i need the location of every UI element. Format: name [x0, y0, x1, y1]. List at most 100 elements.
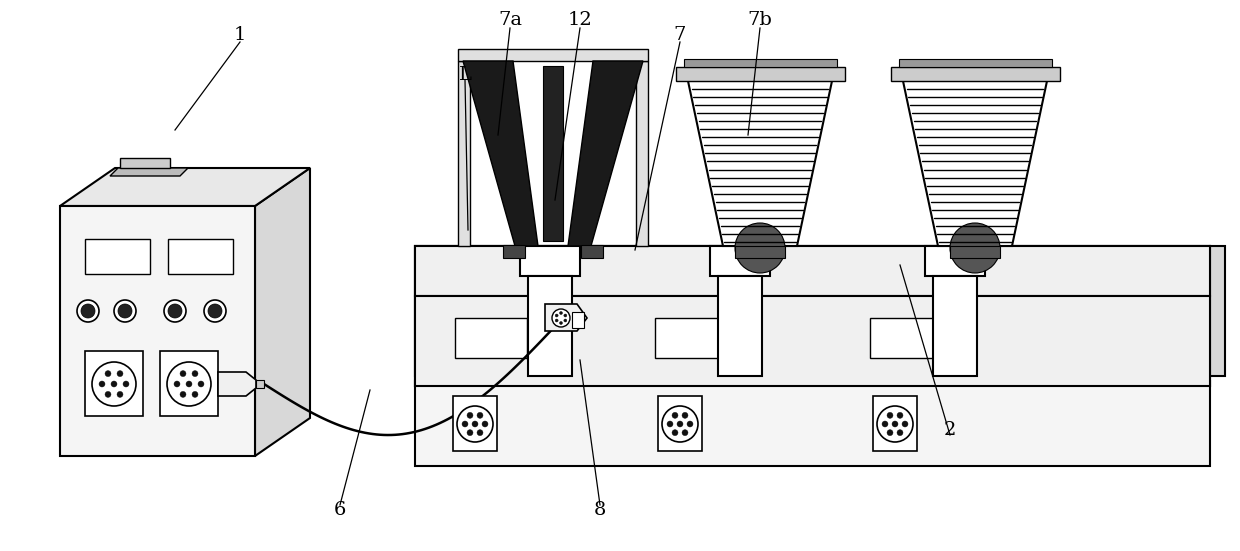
Bar — [572, 312, 584, 328]
Bar — [453, 396, 497, 451]
Circle shape — [192, 391, 198, 397]
Bar — [86, 239, 150, 274]
Circle shape — [735, 223, 785, 273]
Text: 7: 7 — [673, 26, 686, 44]
Circle shape — [887, 412, 893, 418]
Circle shape — [564, 314, 567, 317]
Circle shape — [105, 391, 112, 397]
Circle shape — [687, 421, 693, 427]
Circle shape — [950, 223, 999, 273]
Polygon shape — [255, 168, 310, 456]
Text: L: L — [459, 66, 471, 84]
Bar — [636, 61, 649, 246]
Circle shape — [897, 412, 903, 418]
Bar — [892, 67, 1060, 81]
Circle shape — [662, 406, 698, 442]
Circle shape — [167, 362, 211, 406]
Polygon shape — [218, 372, 255, 396]
Circle shape — [118, 304, 131, 318]
Circle shape — [105, 371, 112, 376]
Circle shape — [198, 381, 205, 387]
Polygon shape — [1210, 246, 1225, 376]
Bar — [932, 276, 977, 376]
Circle shape — [556, 319, 558, 322]
Polygon shape — [120, 158, 170, 168]
Bar — [582, 245, 603, 258]
Circle shape — [81, 304, 95, 318]
Circle shape — [482, 421, 489, 427]
Circle shape — [117, 371, 123, 376]
Text: 7a: 7a — [498, 11, 522, 29]
Bar — [458, 61, 470, 246]
Bar — [655, 318, 727, 358]
Circle shape — [99, 381, 105, 387]
Circle shape — [180, 391, 186, 397]
Circle shape — [672, 430, 678, 436]
Bar — [528, 276, 572, 376]
Polygon shape — [546, 304, 587, 331]
Polygon shape — [110, 168, 188, 176]
Circle shape — [887, 430, 893, 436]
Text: 12: 12 — [568, 11, 593, 29]
Circle shape — [892, 421, 898, 427]
Circle shape — [682, 412, 688, 418]
Bar — [950, 246, 999, 258]
Circle shape — [208, 304, 222, 318]
Circle shape — [192, 371, 198, 376]
Bar — [870, 318, 942, 358]
Bar — [60, 206, 255, 456]
Circle shape — [667, 421, 673, 427]
Bar — [873, 396, 918, 451]
Circle shape — [564, 319, 567, 322]
Circle shape — [114, 300, 136, 322]
Circle shape — [677, 421, 683, 427]
Bar — [658, 396, 702, 451]
Bar — [415, 381, 1210, 466]
Circle shape — [552, 309, 570, 327]
Text: 7b: 7b — [748, 11, 773, 29]
Circle shape — [897, 430, 903, 436]
Bar — [925, 246, 985, 276]
Bar — [86, 351, 143, 416]
Circle shape — [472, 421, 477, 427]
Circle shape — [167, 304, 182, 318]
Bar — [415, 246, 1210, 386]
Circle shape — [901, 421, 908, 427]
Circle shape — [467, 430, 472, 436]
Circle shape — [186, 381, 192, 387]
Polygon shape — [903, 81, 1047, 246]
Text: 6: 6 — [334, 501, 346, 519]
Circle shape — [882, 421, 888, 427]
Bar — [718, 276, 763, 376]
Bar — [160, 351, 218, 416]
Circle shape — [123, 381, 129, 387]
Circle shape — [180, 371, 186, 376]
Bar — [255, 380, 264, 388]
Circle shape — [117, 391, 123, 397]
Bar — [503, 245, 525, 258]
Bar — [543, 66, 563, 241]
Circle shape — [559, 311, 563, 315]
Circle shape — [477, 412, 484, 418]
Circle shape — [877, 406, 913, 442]
Circle shape — [477, 430, 484, 436]
Circle shape — [682, 430, 688, 436]
Bar — [167, 239, 233, 274]
Text: 8: 8 — [594, 501, 606, 519]
Bar — [455, 318, 527, 358]
Circle shape — [463, 421, 467, 427]
Polygon shape — [688, 81, 832, 246]
Circle shape — [205, 300, 226, 322]
Circle shape — [112, 381, 117, 387]
Circle shape — [174, 381, 180, 387]
Bar — [415, 296, 1210, 386]
Polygon shape — [60, 168, 310, 206]
Bar — [520, 246, 580, 276]
Circle shape — [556, 314, 558, 317]
Text: 1: 1 — [234, 26, 247, 44]
Circle shape — [164, 300, 186, 322]
Circle shape — [672, 412, 678, 418]
Circle shape — [559, 321, 563, 325]
Bar — [711, 246, 770, 276]
Text: 2: 2 — [944, 421, 956, 439]
